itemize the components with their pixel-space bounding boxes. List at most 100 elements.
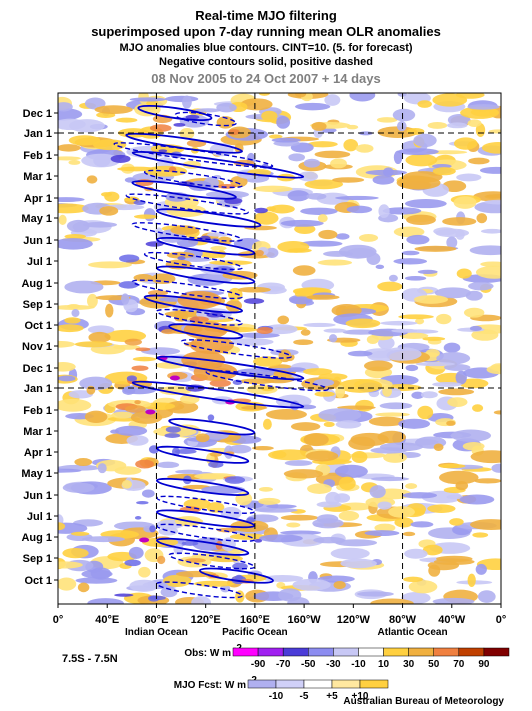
anomaly-patch — [271, 137, 301, 143]
anomaly-patch — [328, 334, 338, 343]
anomaly-patch — [455, 229, 465, 240]
x-tick-label: 40°E — [95, 614, 119, 626]
fcst-legend-swatch — [275, 679, 305, 689]
anomaly-patch — [411, 391, 424, 399]
anomaly-patch — [479, 166, 501, 174]
anomaly-patch — [415, 361, 456, 367]
anomaly-patch — [488, 129, 501, 134]
olr-anomaly-field — [58, 93, 501, 604]
anomaly-patch — [338, 378, 383, 393]
anomaly-patch — [230, 520, 269, 533]
anomaly-patch — [258, 486, 273, 492]
anomaly-patch — [323, 328, 347, 333]
anomaly-patch — [417, 100, 432, 108]
anomaly-patch — [388, 274, 398, 282]
anomaly-patch — [69, 119, 105, 133]
anomaly-patch — [305, 450, 339, 462]
date-range: 08 Nov 2005 to 24 Oct 2007 + 14 days — [151, 71, 381, 86]
anomaly-patch — [317, 575, 355, 583]
anomaly-patch — [194, 580, 235, 587]
anomaly-patch — [398, 418, 431, 429]
y-tick-label: Feb 1 — [23, 150, 52, 162]
anomaly-patch — [456, 268, 472, 279]
y-tick-label: Apr 1 — [24, 193, 52, 205]
anomaly-patch — [404, 548, 428, 559]
anomaly-patch — [313, 378, 335, 387]
anomaly-patch — [287, 190, 310, 202]
anomaly-patch — [230, 175, 248, 188]
anomaly-patch — [332, 177, 365, 183]
anomaly-patch — [335, 420, 362, 429]
y-tick-label: May 1 — [21, 468, 52, 480]
anomaly-patch — [300, 329, 311, 336]
anomaly-patch — [139, 537, 150, 543]
x-tick-label: 160°W — [288, 614, 322, 626]
anomaly-patch — [58, 214, 67, 225]
obs-legend-swatch — [232, 647, 259, 657]
anomaly-patch — [254, 538, 263, 543]
anomaly-patch — [251, 446, 274, 451]
anomaly-patch — [92, 139, 127, 151]
anomaly-patch — [443, 342, 461, 353]
anomaly-patch — [64, 317, 81, 324]
anomaly-patch — [475, 563, 487, 575]
anomaly-patch — [216, 527, 237, 533]
anomaly-patch — [205, 190, 250, 199]
anomaly-patch — [114, 593, 134, 597]
anomaly-patch — [376, 117, 398, 123]
anomaly-patch — [375, 264, 385, 270]
anomaly-patch — [145, 241, 164, 247]
anomaly-patch — [417, 405, 434, 420]
anomaly-patch — [393, 226, 425, 238]
anomaly-patch — [379, 442, 424, 452]
obs-legend-swatch — [383, 647, 409, 657]
fcst-legend-level: -10 — [269, 691, 284, 702]
obs-legend-swatch — [282, 647, 309, 657]
anomaly-patch — [124, 197, 139, 202]
anomaly-patch — [66, 219, 90, 233]
anomaly-patch — [71, 309, 80, 317]
x-tick-label: 0° — [53, 614, 64, 626]
anomaly-patch — [377, 126, 418, 139]
anomaly-patch — [396, 176, 441, 190]
anomaly-patch — [58, 375, 76, 382]
anomaly-patch — [158, 149, 168, 153]
anomaly-patch — [258, 497, 281, 505]
anomaly-patch — [177, 256, 186, 261]
anomaly-patch — [215, 540, 223, 550]
anomaly-patch — [338, 476, 356, 491]
obs-legend-swatch — [458, 647, 485, 657]
anomaly-patch — [77, 582, 90, 593]
latitude-band: 7.5S - 7.5N — [62, 653, 118, 665]
anomaly-patch — [68, 160, 81, 165]
anomaly-patch — [335, 539, 378, 547]
anomaly-patch — [134, 516, 142, 520]
x-tick-label: 160°E — [240, 614, 270, 626]
anomaly-patch — [58, 144, 81, 152]
anomaly-patch — [356, 591, 394, 597]
anomaly-patch — [228, 444, 252, 454]
anomaly-patch — [374, 523, 396, 532]
mjo-contour-positive — [131, 222, 243, 242]
anomaly-patch — [168, 166, 177, 173]
anomaly-patch — [450, 429, 492, 442]
anomaly-patch — [157, 555, 166, 565]
anomaly-patch — [287, 248, 312, 253]
anomaly-patch — [325, 491, 341, 506]
anomaly-patch — [303, 368, 333, 376]
anomaly-patch — [338, 510, 360, 521]
anomaly-patch — [81, 536, 125, 543]
anomaly-patch — [403, 576, 424, 583]
y-tick-label: Apr 1 — [24, 447, 52, 459]
anomaly-patch — [439, 470, 479, 485]
anomaly-patch — [221, 537, 236, 552]
anomaly-patch — [173, 122, 186, 127]
anomaly-patch — [406, 214, 436, 226]
anomaly-patch — [311, 121, 327, 131]
anomaly-patch — [254, 207, 268, 214]
anomaly-patch — [124, 559, 141, 567]
anomaly-patch — [405, 153, 438, 167]
y-tick-label: Dec 1 — [23, 108, 52, 120]
anomaly-patch — [370, 476, 410, 482]
anomaly-patch — [346, 205, 373, 214]
